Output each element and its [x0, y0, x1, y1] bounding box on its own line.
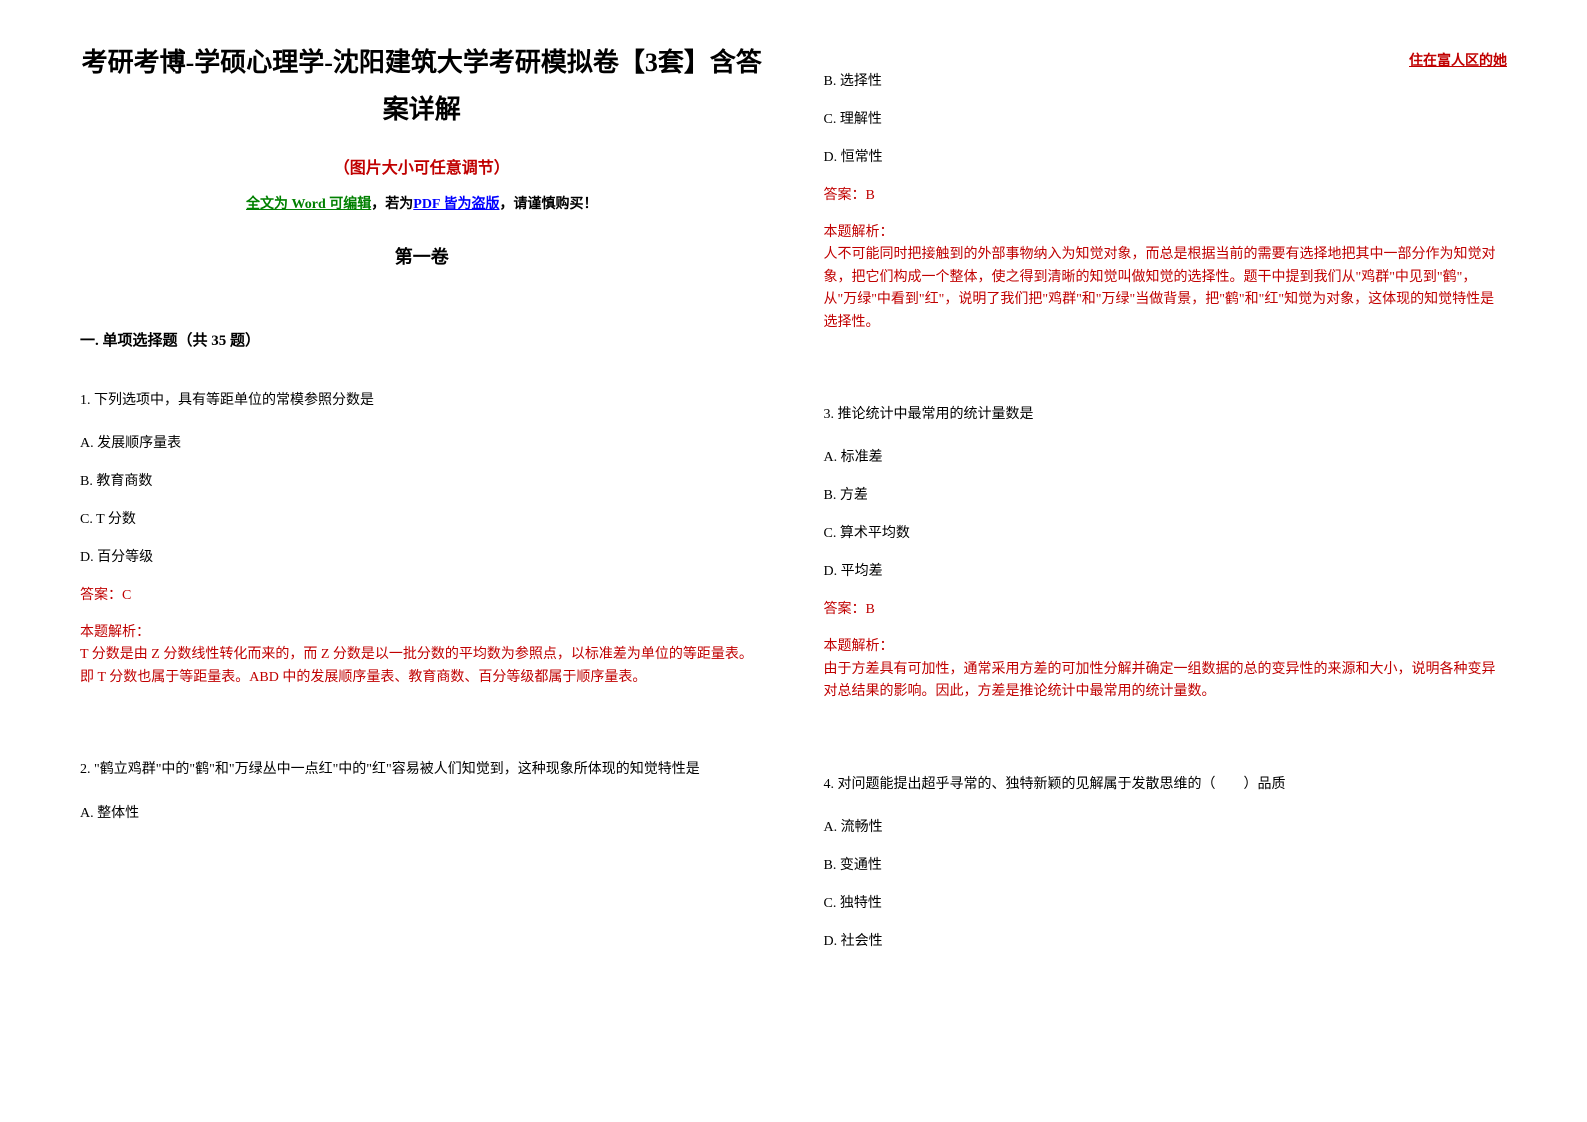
document-title: 考研考博-学硕心理学-沈阳建筑大学考研模拟卷【3套】含答案详解	[80, 40, 764, 134]
q3-explanation: 由于方差具有可加性，通常采用方差的可加性分解并确定一组数据的总的变异性的来源和大…	[824, 659, 1508, 704]
question-1: 1. 下列选项中，具有等距单位的常模参照分数是	[80, 390, 764, 412]
right-column: B. 选择性 C. 理解性 D. 恒常性 答案：B 本题解析： 人不可能同时把接…	[824, 40, 1508, 1082]
question-2-text: "鹤立鸡群"中的"鹤"和"万绿丛中一点红"中的"红"容易被人们知觉到，这种现象所…	[94, 762, 700, 777]
question-1-text: 下列选项中，具有等距单位的常模参照分数是	[94, 393, 374, 408]
q1-explanation: T 分数是由 Z 分数线性转化而来的，而 Z 分数是以一批分数的平均数为参照点，…	[80, 644, 764, 689]
q3-answer: 答案：B	[824, 598, 1508, 618]
question-4-number: 4.	[824, 777, 835, 792]
section-title: 一. 单项选择题（共 35 题）	[80, 329, 764, 350]
q2-explanation-label: 本题解析：	[824, 222, 1508, 244]
question-3: 3. 推论统计中最常用的统计量数是	[824, 404, 1508, 426]
question-3-number: 3.	[824, 407, 835, 422]
main-content: 考研考博-学硕心理学-沈阳建筑大学考研模拟卷【3套】含答案详解 （图片大小可任意…	[80, 40, 1507, 1082]
notice-text-2: ，若为	[371, 197, 413, 212]
notice-word-text: 全文为 Word 可编辑	[246, 197, 371, 212]
q1-option-a: A. 发展顺序量表	[80, 432, 764, 452]
q3-option-a: A. 标准差	[824, 446, 1508, 466]
q1-option-d: D. 百分等级	[80, 546, 764, 566]
document-subtitle: （图片大小可任意调节）	[80, 154, 764, 178]
q3-option-d: D. 平均差	[824, 560, 1508, 580]
question-2: 2. "鹤立鸡群"中的"鹤"和"万绿丛中一点红"中的"红"容易被人们知觉到，这种…	[80, 759, 764, 781]
question-4-text: 对问题能提出超乎寻常的、独特新颖的见解属于发散思维的（ ）品质	[838, 777, 1286, 792]
q4-option-b: B. 变通性	[824, 854, 1508, 874]
question-1-number: 1.	[80, 393, 91, 408]
question-3-text: 推论统计中最常用的统计量数是	[838, 407, 1034, 422]
q2-option-d: D. 恒常性	[824, 146, 1508, 166]
q1-explanation-label: 本题解析：	[80, 622, 764, 644]
notice-pdf-text: PDF 皆为盗版	[413, 197, 499, 212]
watermark-text: 住在富人区的她	[1409, 50, 1507, 70]
q4-option-c: C. 独特性	[824, 892, 1508, 912]
q2-option-c: C. 理解性	[824, 108, 1508, 128]
notice-text-4: ，请谨慎购买！	[499, 197, 597, 212]
left-column: 考研考博-学硕心理学-沈阳建筑大学考研模拟卷【3套】含答案详解 （图片大小可任意…	[80, 40, 764, 1082]
q3-explanation-label: 本题解析：	[824, 636, 1508, 658]
q2-option-a: A. 整体性	[80, 802, 764, 822]
q1-option-c: C. T 分数	[80, 508, 764, 528]
volume-label: 第一卷	[80, 243, 764, 269]
q4-option-d: D. 社会性	[824, 930, 1508, 950]
question-4: 4. 对问题能提出超乎寻常的、独特新颖的见解属于发散思维的（ ）品质	[824, 774, 1508, 796]
q2-answer: 答案：B	[824, 184, 1508, 204]
q2-explanation: 人不可能同时把接触到的外部事物纳入为知觉对象，而总是根据当前的需要有选择地把其中…	[824, 244, 1508, 334]
q1-option-b: B. 教育商数	[80, 470, 764, 490]
q1-answer: 答案：C	[80, 584, 764, 604]
q2-option-b: B. 选择性	[824, 70, 1508, 90]
q4-option-a: A. 流畅性	[824, 816, 1508, 836]
purchase-notice: 全文为 Word 可编辑，若为PDF 皆为盗版，请谨慎购买！	[80, 193, 764, 213]
question-2-number: 2.	[80, 762, 91, 777]
q3-option-b: B. 方差	[824, 484, 1508, 504]
q3-option-c: C. 算术平均数	[824, 522, 1508, 542]
